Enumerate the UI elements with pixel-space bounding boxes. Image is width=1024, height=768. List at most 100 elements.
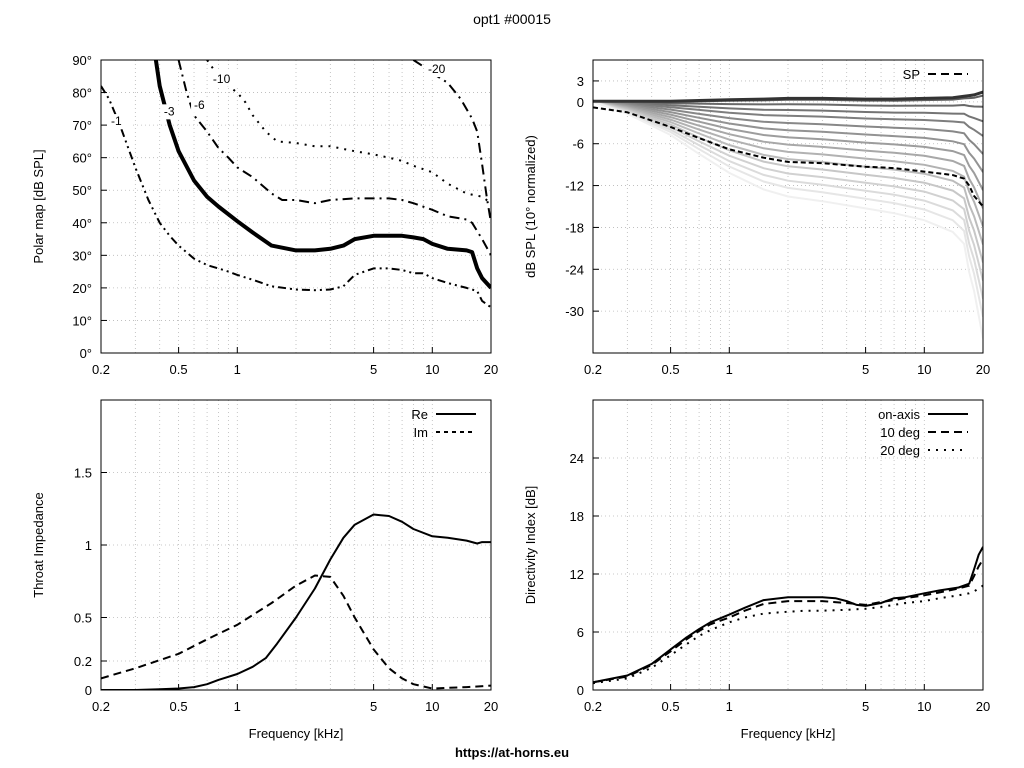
x-tick-label: 5 [370, 362, 377, 377]
x-tick-label: 10 [425, 699, 439, 714]
x-tick-label: 5 [862, 362, 869, 377]
contour-label: -20 [428, 62, 446, 76]
polar-curve-line [593, 100, 983, 155]
plot-frame [592, 399, 984, 691]
y-tick-label: 12 [570, 567, 584, 582]
x-tick-label: 20 [976, 699, 990, 714]
polar-curve-line [593, 100, 983, 108]
plot-frame [100, 59, 492, 354]
y-axis-label: dB SPL (10° normalized) [523, 135, 538, 278]
y-tick-label: 80° [72, 86, 92, 101]
y-tick-label: 0 [577, 683, 584, 698]
x-tick-label: 0.5 [662, 362, 680, 377]
contour-label-bg [424, 62, 455, 78]
contour-label: -10 [213, 72, 231, 86]
x-tick-label: 1 [726, 362, 733, 377]
y-tick-label: -18 [565, 220, 584, 235]
y-tick-label: 0.5 [74, 611, 92, 626]
polar-curve-line [593, 100, 983, 209]
x-tick-label: 1 [726, 699, 733, 714]
chart-polar: 0.2 0.5 1 5 10 20 0° 10° 20° 30° 40° 50° 60° 70° 80° 90… [31, 53, 498, 377]
polar-curve-line [593, 100, 983, 123]
x-tick-label: 5 [862, 699, 869, 714]
y-tick-label: 0 [85, 683, 92, 698]
x-tick-label: 1 [234, 362, 241, 377]
series-line--20 [412, 60, 491, 223]
y-tick-label: 40° [72, 216, 92, 231]
y-tick-label: 20° [72, 281, 92, 296]
y-tick-label: 10° [72, 313, 92, 328]
footer-url[interactable]: https://at-horns.eu [455, 745, 569, 760]
series-line--3 [153, 60, 491, 290]
x-tick-label: 10 [917, 699, 931, 714]
chart-directivity: 0.2 0.5 1 5 10 20 0 6 12 18 24 Directivity Index [d… [523, 399, 990, 741]
series-line--6 [177, 60, 491, 256]
x-tick-label: 0.5 [170, 699, 188, 714]
series-line-10-deg [593, 558, 983, 684]
x-tick-label: 0.2 [92, 362, 110, 377]
contour-label-bg [160, 104, 183, 120]
contour-label: -1 [111, 114, 122, 128]
x-tick-label: 10 [917, 362, 931, 377]
y-tick-label: 24 [570, 451, 584, 466]
x-tick-label: 20 [484, 699, 498, 714]
sp-line [593, 106, 983, 208]
plot-frame [592, 59, 984, 354]
series-line--1 [101, 85, 491, 309]
legend-label: on-axis [878, 407, 920, 422]
polar-curve-line [593, 100, 983, 318]
contour-label-bg [209, 71, 240, 87]
grid [593, 400, 983, 690]
legend-label: 20 deg [880, 443, 920, 458]
y-tick-label: -24 [565, 262, 584, 277]
on-axis-line [593, 90, 983, 103]
contour-label: -6 [194, 98, 205, 112]
plot-area [101, 60, 491, 309]
polar-curve-line [593, 100, 983, 281]
figure-title: opt1 #00015 [473, 11, 551, 27]
legend: on-axis 10 deg 20 deg [878, 407, 968, 458]
x-tick-label: 1 [234, 699, 241, 714]
polar-curve-line [593, 100, 983, 191]
y-tick-label: 90° [72, 53, 92, 68]
y-axis-label: Polar map [dB SPL] [31, 149, 46, 263]
y-tick-label: 50° [72, 183, 92, 198]
y-tick-label: 1 [85, 538, 92, 553]
contour-label-bg [107, 114, 130, 130]
grid [101, 400, 491, 690]
x-tick-label: 0.2 [584, 362, 602, 377]
contour-label: -3 [164, 104, 175, 118]
contour-label-bg [191, 97, 214, 113]
y-tick-label: 6 [577, 625, 584, 640]
y-tick-label: -6 [572, 137, 584, 152]
y-tick-label: 70° [72, 118, 92, 133]
polar-curve-line [593, 100, 983, 227]
x-tick-label: 0.2 [92, 699, 110, 714]
x-axis-label: Frequency [kHz] [741, 726, 836, 741]
y-tick-label: 1.5 [74, 466, 92, 481]
y-tick-label: 3 [577, 74, 584, 89]
y-tick-label: 0° [80, 346, 92, 361]
series-line-im [101, 574, 491, 690]
y-tick-label: 30° [72, 248, 92, 263]
legend-label: SP [903, 67, 920, 82]
y-axis-label: Throat Impedance [31, 492, 46, 598]
x-tick-label: 20 [484, 362, 498, 377]
series-line-on-axis [593, 546, 983, 684]
grid [593, 60, 983, 353]
legend-label: Im [414, 425, 428, 440]
y-tick-label: 18 [570, 509, 584, 524]
y-tick-label: 0.2 [74, 654, 92, 669]
polar-curve-line [593, 100, 983, 299]
x-tick-label: 0.5 [662, 699, 680, 714]
x-axis-label: Frequency [kHz] [249, 726, 344, 741]
x-tick-label: 0.5 [170, 362, 188, 377]
y-tick-label: -12 [565, 179, 584, 194]
x-tick-label: 0.2 [584, 699, 602, 714]
x-tick-label: 20 [976, 362, 990, 377]
x-tick-label: 5 [370, 699, 377, 714]
